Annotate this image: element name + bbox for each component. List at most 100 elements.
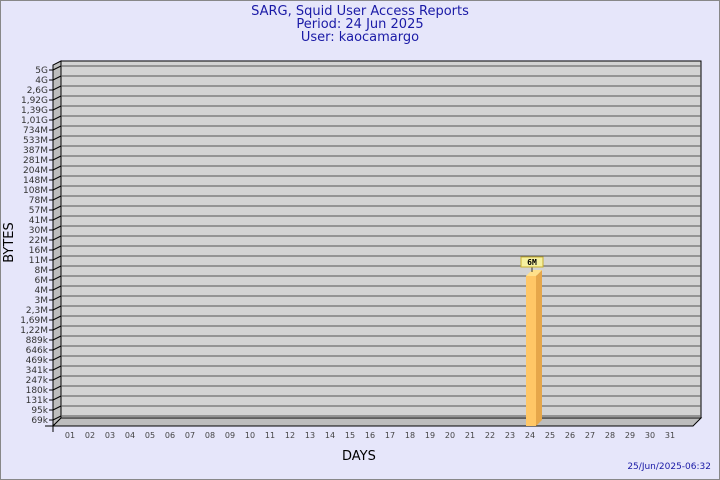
- plot-wall: [60, 60, 702, 419]
- x-tick-label: 11: [265, 431, 275, 440]
- x-axis-label: DAYS: [342, 449, 376, 464]
- x-tick-label: 30: [645, 431, 655, 440]
- y-tick-label: 95k: [31, 406, 48, 416]
- x-tick-label: 29: [625, 431, 635, 440]
- x-tick-label: 18: [405, 431, 415, 440]
- y-tick-label: 1,39G: [21, 106, 48, 116]
- y-tick-diag: [52, 295, 62, 301]
- y-tick-label: 1,22M: [20, 326, 48, 336]
- x-tick-label: 01: [65, 431, 75, 440]
- y-tick-diag: [52, 185, 62, 191]
- y-tick-label: 69k: [31, 416, 48, 426]
- x-tick-label: 19: [425, 431, 435, 440]
- data-label-box: [520, 256, 544, 268]
- y-tick-diag: [52, 205, 62, 211]
- x-tick-label: 17: [385, 431, 395, 440]
- chart-user: User: kaocamargo: [300, 30, 420, 45]
- x-tick-label: 23: [505, 431, 515, 440]
- y-tick-diag: [52, 385, 62, 391]
- bar-top: [526, 270, 542, 276]
- y-tick-diag: [52, 235, 62, 241]
- x-tick-label: 10: [245, 431, 255, 440]
- y-tick-label: 4G: [35, 76, 48, 86]
- y-tick-diag: [52, 225, 62, 231]
- y-tick-diag: [52, 345, 62, 351]
- y-tick-diag: [52, 315, 62, 321]
- y-tick-label: 341k: [26, 366, 49, 376]
- y-tick-diag: [52, 395, 62, 401]
- y-tick-label: 533M: [23, 136, 48, 146]
- x-tick-label: 26: [565, 431, 575, 440]
- timestamp: 25/Jun/2025-06:32: [627, 462, 711, 472]
- y-tick-label: 78M: [29, 196, 48, 206]
- x-tick-label: 02: [85, 431, 95, 440]
- y-tick-label: 131k: [26, 396, 49, 406]
- y-tick-label: 148M: [23, 176, 48, 186]
- y-tick-diag: [52, 65, 62, 71]
- y-tick-label: 247k: [26, 376, 49, 386]
- y-tick-label: 387M: [23, 146, 48, 156]
- x-tick-label: 07: [185, 431, 195, 440]
- y-tick-diag: [52, 85, 62, 91]
- y-tick-label: 180k: [26, 386, 49, 396]
- data-label: 6M: [527, 258, 537, 267]
- x-tick-label: 09: [225, 431, 235, 440]
- y-tick-label: 22M: [29, 236, 48, 246]
- y-tick-diag: [52, 265, 62, 271]
- x-tick-label: 27: [585, 431, 595, 440]
- y-tick-diag: [52, 325, 62, 331]
- x-tick-label: 05: [145, 431, 155, 440]
- floor: [51, 417, 703, 427]
- x-tick-label: 25: [545, 431, 555, 440]
- y-tick-diag: [52, 245, 62, 251]
- side-wall: [52, 60, 62, 428]
- y-tick-label: 2,6G: [27, 86, 48, 96]
- y-tick-diag: [52, 95, 62, 101]
- chart-title: SARG, Squid User Access Reports: [251, 4, 469, 19]
- y-tick-diag: [52, 305, 62, 311]
- x-tick-label: 20: [445, 431, 455, 440]
- y-tick-label: 646k: [26, 346, 49, 356]
- y-tick-label: 108M: [23, 186, 48, 196]
- y-tick-label: 281M: [23, 156, 48, 166]
- y-tick-diag: [52, 285, 62, 291]
- y-tick-label: 1,01G: [21, 116, 48, 126]
- x-tick-label: 16: [365, 431, 375, 440]
- bar: [526, 276, 536, 426]
- x-tick-label: 24: [525, 431, 535, 440]
- x-tick-label: 12: [285, 431, 295, 440]
- y-tick-label: 4M: [35, 286, 49, 296]
- y-tick-label: 30M: [29, 226, 48, 236]
- y-tick-diag: [52, 365, 62, 371]
- y-tick-diag: [52, 145, 62, 151]
- y-tick-diag: [52, 75, 62, 81]
- y-tick-label: 1,69M: [20, 316, 48, 326]
- y-tick-diag: [52, 255, 62, 261]
- y-tick-diag: [52, 155, 62, 161]
- y-tick-diag: [52, 335, 62, 341]
- y-tick-label: 3M: [35, 296, 49, 306]
- x-tick-label: 14: [325, 431, 335, 440]
- y-tick-diag: [52, 135, 62, 141]
- x-tick-label: 04: [125, 431, 135, 440]
- y-tick-label: 1,92G: [21, 96, 48, 106]
- y-tick-label: 469k: [26, 356, 49, 366]
- x-tick-label: 28: [605, 431, 615, 440]
- y-tick-diag: [52, 165, 62, 171]
- x-tick-label: 06: [165, 431, 175, 440]
- y-tick-label: 889k: [26, 336, 49, 346]
- y-tick-label: 11M: [29, 256, 48, 266]
- x-tick-label: 22: [485, 431, 495, 440]
- y-tick-label: 204M: [23, 166, 48, 176]
- y-tick-diag: [52, 115, 62, 121]
- y-tick-label: 6M: [35, 276, 49, 286]
- y-tick-diag: [52, 275, 62, 281]
- x-tick-label: 15: [345, 431, 355, 440]
- y-tick-diag: [52, 375, 62, 381]
- x-tick-label: 13: [305, 431, 315, 440]
- y-tick-label: 41M: [29, 216, 48, 226]
- x-tick-label: 03: [105, 431, 115, 440]
- x-tick-label: 21: [465, 431, 475, 440]
